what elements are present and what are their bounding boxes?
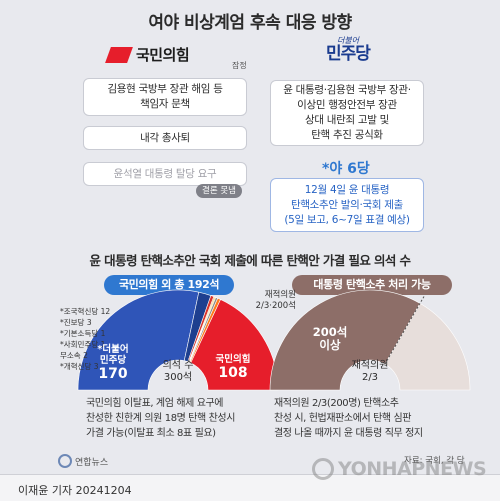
right-note-line: 결정 나올 때까지 윤 대통령 직무 정지 [274, 428, 423, 439]
two-thirds-threshold-line [384, 296, 425, 365]
left-note-line: 가결 가능(이탈표 최소 8표 필요) [86, 428, 216, 439]
yonhap-brand-text: 연합뉴스 [75, 457, 109, 468]
ppp-item-cabinet: 내각 총사퇴 [83, 126, 247, 150]
attend-line: 2/3·200석 [255, 301, 296, 311]
yonhap-watermark: YONHAPNEWS [312, 458, 487, 480]
footer: 이재윤 기자 20241204 [0, 474, 500, 501]
ppp-item-line: 책임자 문책 [140, 98, 190, 110]
inner-line: 200석 [312, 325, 348, 339]
minor-party-label: *진보당 3 [60, 318, 92, 327]
attend-label: 재적의원 2/3·200석 [226, 290, 296, 312]
impeach-line: 탄핵소추안 발의·국회 제출 [290, 198, 404, 211]
ppp-logo-text: 국민의힘 [136, 46, 190, 64]
right-seat-chart [269, 289, 471, 391]
yonhap-logo-icon [58, 454, 72, 468]
total-seats-value: 300석 [163, 372, 193, 383]
source-note: 자료: 국회, 각 당 [404, 456, 465, 466]
reporter-credit: 이재윤 기자 20241204 [18, 484, 132, 497]
right-note: 재적의원 2/3(200명) 탄핵소추 찬성 시, 헌법재판소에서 탄핵 심판 … [274, 396, 474, 441]
right-seat-slice-1 [384, 302, 471, 391]
dp-seat-value: 170 [98, 366, 128, 382]
minor-party-label: *조국혁신당 12 [60, 307, 111, 316]
total-seats-label: 의석 수 300석 [152, 360, 204, 384]
dp-line: 이상민 행정안전부 장관 [297, 99, 397, 111]
left-chart-minor-party-labels: *조국혁신당 12 *진보당 3 *기본소득당 1 *사회민주당 1 무소속 2… [60, 306, 110, 372]
right-note-line: 찬성 시, 헌법재판소에서 탄핵 심판 [274, 413, 412, 424]
minor-party-label: *사회민주당 1 [60, 340, 106, 349]
right-note-line: 재적의원 2/3(200명) 탄핵소추 [274, 398, 399, 409]
page-title: 여야 비상계엄 후속 대응 방향 [148, 13, 352, 33]
ppp-item-accountability: 김용현 국방부 장관 해임 등 책임자 문책 [83, 78, 247, 116]
center-line: 재적의원 [351, 360, 389, 371]
minor-party-label: *기본소득당 1 [60, 329, 106, 338]
dp-line: 탄핵 추진 공식화 [311, 129, 383, 141]
left-note-line: 찬성한 친한계 의원 18명 탄핵 찬성시 [86, 413, 236, 424]
dp-logo-small: 더불어 [336, 36, 360, 45]
ppp-seat-name: 국민의힘 [215, 354, 251, 365]
left-chart-pill: 국민의힘 외 총 192석 [104, 275, 234, 295]
ppp-seat-value: 108 [218, 365, 248, 381]
dp-line: 윤 대통령·김용현 국방부 장관· [283, 84, 411, 96]
dp-seat-name: *더불어 [97, 344, 129, 355]
minor-party-label: 무소속 2 [60, 351, 88, 360]
ppp-logo: 국민의힘 [105, 44, 190, 65]
ppp-no-conclusion-tag: 결론 못냄 [196, 184, 242, 198]
right-seat-slice-0 [269, 289, 421, 391]
dp-indictment-box: 윤 대통령·김용현 국방부 장관· 이상민 행정안전부 장관 상대 내란죄 고발… [270, 80, 424, 146]
dp-logo: 더불어 민주당 [318, 36, 378, 64]
opposition-six-label: *야 6당 [322, 161, 370, 177]
dp-line: 상대 내란죄 고발 및 [305, 114, 389, 126]
yonhap-brand-small: 연합뉴스 [58, 454, 108, 468]
section-title: 윤 대통령 탄핵소추안 국회 제출에 따른 탄핵안 가결 필요 의석 수 [89, 253, 412, 268]
left-note: 국민의힘 이탈표, 계엄 해제 요구에 찬성한 친한계 의원 18명 탄핵 찬성… [86, 396, 266, 441]
dp-logo-text: 민주당 [326, 44, 371, 64]
minor-party-label: *개혁신당 3 [60, 362, 99, 371]
watermark-text: YONHAPNEWS [338, 458, 487, 480]
dp-seat-label: *더불어 민주당 170 [86, 344, 140, 382]
ppp-item-party-exit: 윤석열 대통령 탈당 요구 [83, 162, 247, 186]
left-seat-slice-0 [77, 289, 200, 391]
dp-seat-name: 민주당 [99, 355, 127, 366]
impeachment-motion-box: 12월 4일 윤 대통령 탄핵소추안 발의·국회 제출 (5일 보고, 6~7일… [270, 178, 424, 232]
right-inner-label: 200석 이상 [300, 326, 360, 352]
right-chart-pill: 대통령 탄핵소추 처리 가능 [292, 275, 452, 295]
ppp-item-line: 내각 총사퇴 [140, 131, 190, 144]
left-seat-chart [77, 289, 279, 391]
ppp-item-line: 윤석열 대통령 탈당 요구 [113, 167, 217, 180]
right-center-label: 재적의원 2/3 [340, 360, 400, 384]
ppp-item-line: 김용현 국방부 장관 해임 등 [107, 83, 223, 95]
impeach-line: (5일 보고, 6~7일 표결 예상) [284, 213, 410, 226]
total-seats-title: 의석 수 [162, 360, 194, 371]
watermark-logo-icon [312, 458, 334, 480]
center-line: 2/3 [361, 372, 379, 383]
ppp-seat-label: 국민의힘 108 [208, 354, 258, 381]
left-note-line: 국민의힘 이탈표, 계엄 해제 요구에 [86, 398, 224, 409]
ppp-provisional-note: 잠정 [232, 61, 247, 70]
impeach-line: 12월 4일 윤 대통령 [304, 183, 390, 196]
inner-line: 이상 [319, 338, 341, 352]
attend-line: 재적의원 [264, 290, 296, 300]
